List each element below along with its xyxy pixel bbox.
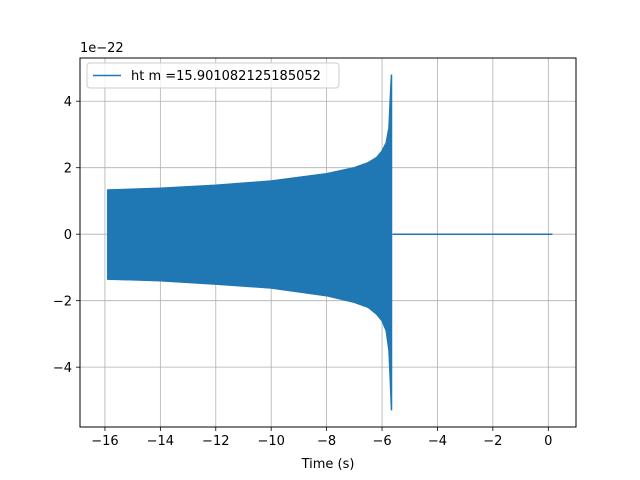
x-axis: −16 −14 −12 −10 −8 −6 −4 −2 0 [91, 427, 552, 449]
x-tick-label: 0 [544, 434, 552, 449]
series-line [107, 74, 392, 411]
x-tick-label: −10 [257, 434, 284, 449]
y-tick-label: −2 [53, 295, 72, 310]
x-tick-label: −12 [202, 434, 229, 449]
legend-label: ht m =15.901082125185052 [131, 69, 321, 84]
y-axis: −4 −2 0 2 4 [53, 95, 80, 376]
x-tick-label: −2 [483, 434, 502, 449]
y-tick-label: 0 [64, 228, 72, 243]
x-tick-label: −16 [91, 434, 118, 449]
y-tick-label: 4 [64, 95, 72, 110]
y-offset-text: 1e−22 [80, 41, 124, 56]
x-tick-label: −8 [317, 434, 336, 449]
y-tick-label: 2 [64, 162, 72, 177]
y-tick-label: −4 [53, 361, 72, 376]
x-tick-label: −6 [372, 434, 391, 449]
x-axis-label: Time (s) [301, 457, 355, 472]
series-edge [106, 74, 393, 411]
plot-frame [79, 57, 577, 428]
x-tick-label: −4 [428, 434, 447, 449]
legend-box [86, 62, 340, 89]
x-tick-label: −14 [147, 434, 174, 449]
legend: ht m =15.901082125185052 [86, 62, 340, 89]
